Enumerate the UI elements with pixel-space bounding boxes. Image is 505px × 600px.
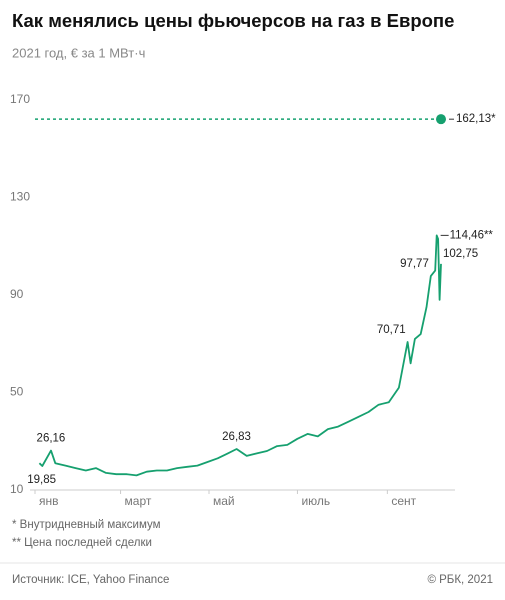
- y-tick-label: 90: [10, 287, 24, 301]
- y-tick-label: 170: [10, 92, 30, 106]
- x-tick-label: янв: [39, 494, 59, 508]
- x-tick-label: сент: [391, 494, 416, 508]
- x-tick-label: июль: [301, 494, 330, 508]
- chart-subtitle: 2021 год, € за 1 МВт·ч: [12, 45, 145, 60]
- value-label: 70,71: [377, 324, 406, 336]
- value-label: 97,77: [400, 258, 429, 270]
- line: [38, 234, 442, 477]
- y-tick-label: 50: [10, 385, 24, 399]
- chart-title: Как менялись цены фьючерсов на газ в Евр…: [12, 10, 454, 31]
- value-label: 19,85: [27, 474, 56, 486]
- intraday-max-dot: [436, 114, 446, 125]
- value-label: 162,13*: [456, 113, 496, 125]
- copyright: © РБК, 2021: [427, 574, 493, 586]
- value-label: 26,16: [37, 433, 66, 445]
- y-tick-label: 10: [10, 482, 24, 496]
- x-tick-label: март: [125, 494, 152, 508]
- footnote: ** Цена последней сделки: [12, 537, 152, 549]
- value-label: 114,46**: [450, 229, 494, 241]
- footnote: * Внутридневный максимум: [12, 519, 161, 531]
- value-label: 102,75: [443, 248, 478, 260]
- source: Источник: ICE, Yahoo Finance: [12, 574, 169, 586]
- y-tick-label: 130: [10, 190, 30, 204]
- x-tick-label: май: [213, 494, 235, 508]
- value-label: 26,83: [222, 431, 251, 443]
